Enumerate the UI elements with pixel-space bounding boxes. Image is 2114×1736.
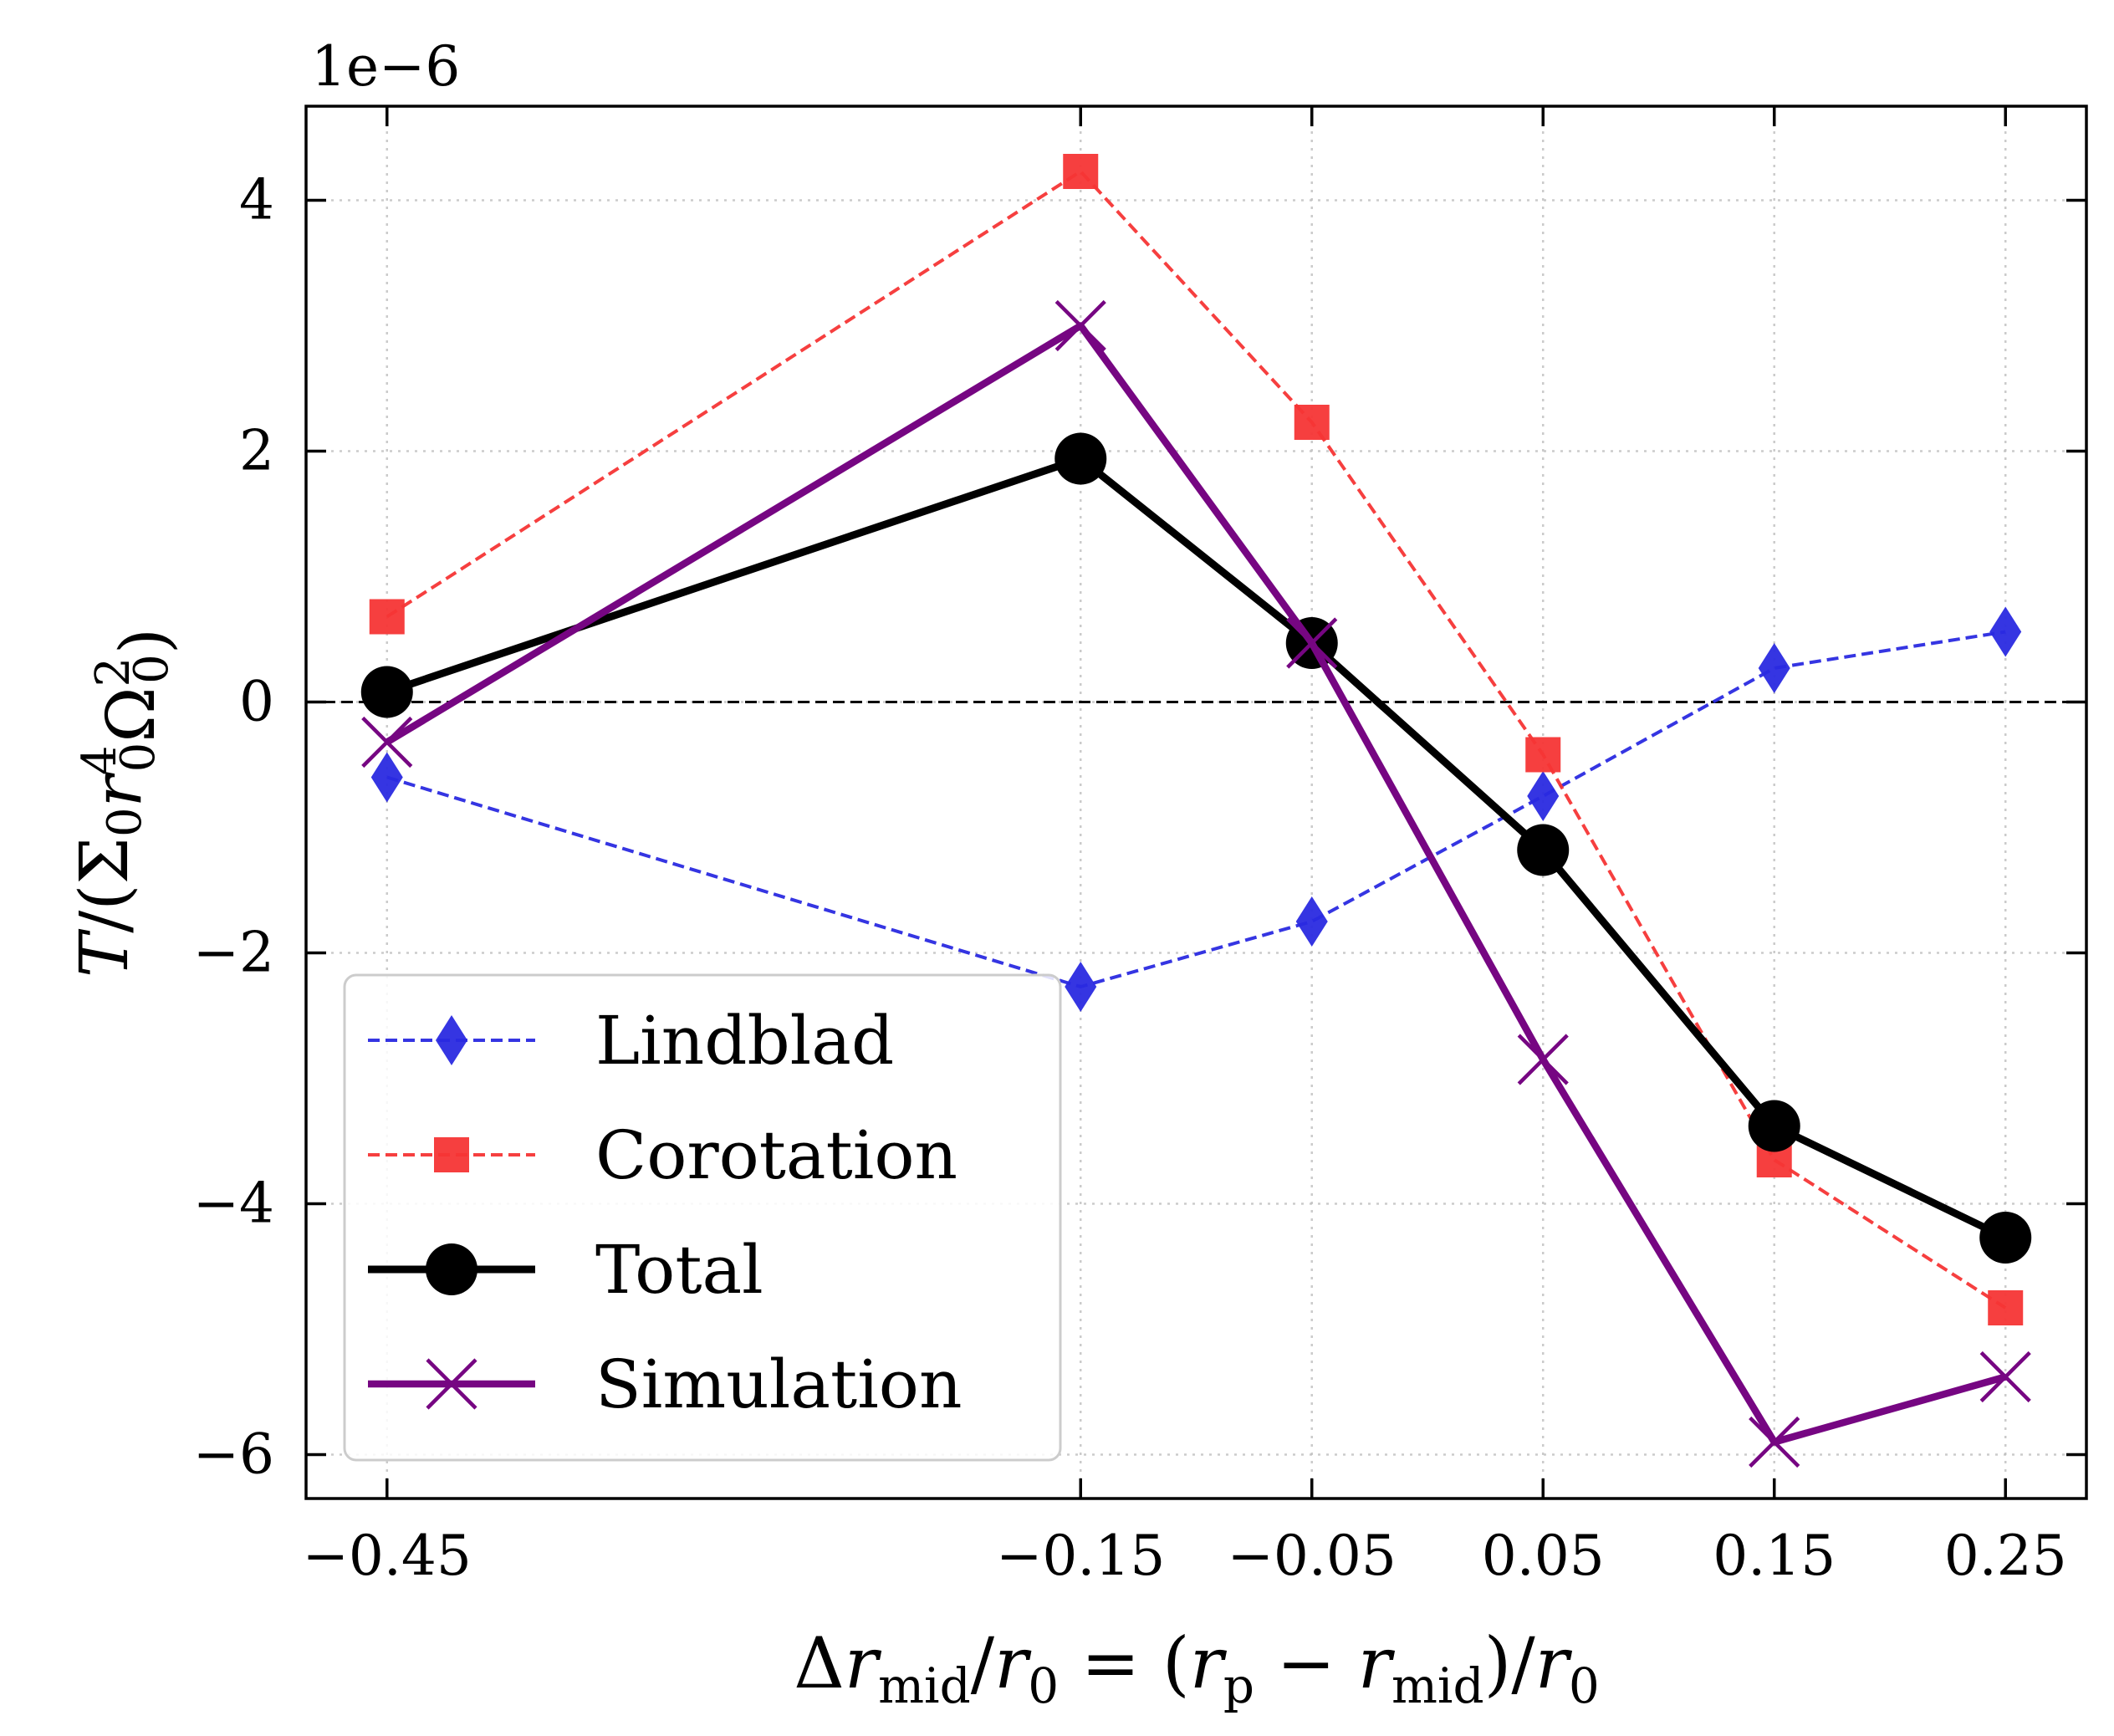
series-simulation bbox=[361, 299, 2031, 1468]
x-tick-label: 0.05 bbox=[1482, 1524, 1605, 1588]
x-tick-label: −0.45 bbox=[303, 1524, 472, 1588]
x-axis-title: Δrmid/r0 = (rp − rmid)/r0 bbox=[794, 1622, 1600, 1714]
legend-label-total: Total bbox=[595, 1231, 763, 1309]
total-point bbox=[1979, 1212, 2032, 1264]
x-tick-label: 0.25 bbox=[1944, 1524, 2067, 1588]
offset-text: 1e−6 bbox=[311, 34, 460, 99]
legend-label-simulation: Simulation bbox=[595, 1345, 962, 1423]
corotation-point bbox=[369, 599, 405, 635]
y-tick-label: −2 bbox=[193, 921, 274, 985]
series-corotation bbox=[369, 154, 2024, 1325]
simulation-line bbox=[385, 322, 2007, 1446]
series-lindblad bbox=[370, 606, 2022, 1012]
legend-label-corotation: Corotation bbox=[595, 1116, 957, 1194]
y-tick-label: −4 bbox=[193, 1172, 274, 1236]
y-tick-label: 2 bbox=[239, 419, 274, 483]
total-point bbox=[1748, 1100, 1800, 1152]
simulation-point bbox=[1979, 1351, 2031, 1403]
simulation-point bbox=[1286, 617, 1338, 669]
simulation-point bbox=[361, 716, 413, 768]
x-tick-label: 0.15 bbox=[1713, 1524, 1836, 1588]
simulation-point bbox=[1517, 1034, 1569, 1085]
total-point bbox=[1054, 432, 1107, 485]
total-point bbox=[360, 666, 413, 718]
legend-box bbox=[343, 973, 1062, 1462]
legend-marker-corotation bbox=[434, 1137, 469, 1172]
legend-marker-total bbox=[426, 1243, 477, 1295]
corotation-point bbox=[1063, 154, 1099, 189]
total-line bbox=[386, 455, 2008, 1242]
lindblad-line bbox=[386, 630, 2006, 988]
lindblad-point bbox=[1989, 606, 2022, 657]
lindblad-point bbox=[1758, 643, 1790, 693]
legend-label-lindblad: Lindblad bbox=[595, 1002, 894, 1080]
legend-item-corotation: Corotation bbox=[368, 1116, 957, 1194]
simulation-point bbox=[1749, 1416, 1800, 1468]
legend: Lindblad Corotation Total Simulation bbox=[343, 973, 1062, 1462]
lindblad-point bbox=[370, 752, 403, 803]
corotation-point bbox=[1525, 737, 1561, 773]
axes: −0.45 −0.15 −0.05 0.05 0.15 0.25 4 2 0 −2 −4 −6 bbox=[193, 105, 2088, 1588]
y-axis-label: T/(Σ0r40Ω20) bbox=[65, 628, 183, 978]
lindblad-point bbox=[1065, 962, 1097, 1012]
y-tick-label: 0 bbox=[239, 670, 274, 734]
legend-item-total: Total bbox=[368, 1231, 763, 1309]
x-tick-label: −0.05 bbox=[1228, 1524, 1397, 1588]
y-tick-label: 4 bbox=[239, 168, 274, 232]
legend-item-simulation: Simulation bbox=[368, 1345, 962, 1423]
plot-frame bbox=[304, 105, 2088, 1500]
y-tick-label: −6 bbox=[193, 1422, 274, 1487]
lindblad-point bbox=[1295, 896, 1328, 947]
legend-item-lindblad: Lindblad bbox=[368, 1002, 894, 1080]
corotation-point bbox=[1988, 1290, 2024, 1325]
simulation-point bbox=[1054, 299, 1106, 352]
corotation-line bbox=[386, 170, 2007, 1310]
legend-marker-simulation bbox=[426, 1358, 477, 1410]
y-axis-title: T/(Σ0r40Ω20) bbox=[65, 628, 183, 978]
x-tick-label: −0.15 bbox=[996, 1524, 1165, 1588]
legend-marker-lindblad bbox=[436, 1015, 467, 1065]
series-layer bbox=[360, 154, 2032, 1468]
corotation-point bbox=[1294, 405, 1330, 440]
lindblad-point bbox=[1527, 771, 1560, 821]
x-axis-label: Δrmid/r0 = (rp − rmid)/r0 bbox=[794, 1622, 1600, 1714]
total-point bbox=[1517, 824, 1570, 876]
